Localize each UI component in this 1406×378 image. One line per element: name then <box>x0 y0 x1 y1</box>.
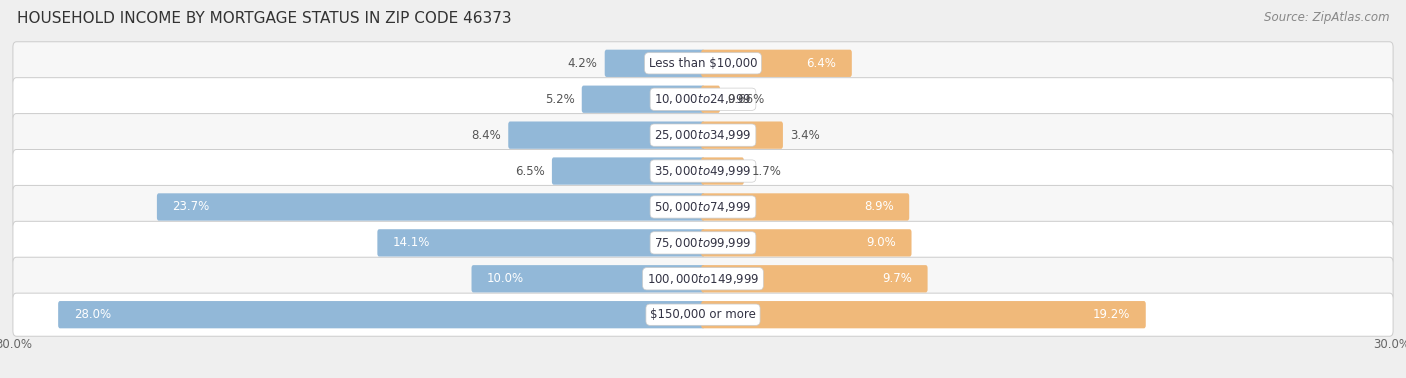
Text: 5.2%: 5.2% <box>544 93 575 106</box>
FancyBboxPatch shape <box>582 85 704 113</box>
Text: 23.7%: 23.7% <box>173 200 209 214</box>
Text: Source: ZipAtlas.com: Source: ZipAtlas.com <box>1264 11 1389 24</box>
FancyBboxPatch shape <box>13 222 1393 265</box>
Text: 19.2%: 19.2% <box>1092 308 1130 321</box>
FancyBboxPatch shape <box>58 301 704 328</box>
FancyBboxPatch shape <box>13 78 1393 121</box>
FancyBboxPatch shape <box>702 193 910 221</box>
Text: 28.0%: 28.0% <box>73 308 111 321</box>
Text: Less than $10,000: Less than $10,000 <box>648 57 758 70</box>
FancyBboxPatch shape <box>157 193 704 221</box>
Text: $25,000 to $34,999: $25,000 to $34,999 <box>654 128 752 142</box>
FancyBboxPatch shape <box>702 121 783 149</box>
FancyBboxPatch shape <box>508 121 704 149</box>
Text: 9.7%: 9.7% <box>882 272 912 285</box>
FancyBboxPatch shape <box>702 301 1146 328</box>
Text: $50,000 to $74,999: $50,000 to $74,999 <box>654 200 752 214</box>
Text: 9.0%: 9.0% <box>866 236 896 249</box>
Text: 14.1%: 14.1% <box>392 236 430 249</box>
Text: 6.4%: 6.4% <box>806 57 837 70</box>
Text: 8.9%: 8.9% <box>863 200 894 214</box>
FancyBboxPatch shape <box>13 293 1393 336</box>
FancyBboxPatch shape <box>702 157 744 185</box>
Text: 1.7%: 1.7% <box>751 164 782 178</box>
Text: $75,000 to $99,999: $75,000 to $99,999 <box>654 236 752 250</box>
FancyBboxPatch shape <box>702 50 852 77</box>
Text: 3.4%: 3.4% <box>790 129 820 142</box>
FancyBboxPatch shape <box>702 85 720 113</box>
FancyBboxPatch shape <box>13 257 1393 300</box>
Text: HOUSEHOLD INCOME BY MORTGAGE STATUS IN ZIP CODE 46373: HOUSEHOLD INCOME BY MORTGAGE STATUS IN Z… <box>17 11 512 26</box>
Text: $10,000 to $24,999: $10,000 to $24,999 <box>654 92 752 106</box>
FancyBboxPatch shape <box>13 186 1393 228</box>
FancyBboxPatch shape <box>13 42 1393 85</box>
FancyBboxPatch shape <box>377 229 704 257</box>
FancyBboxPatch shape <box>13 150 1393 193</box>
FancyBboxPatch shape <box>605 50 704 77</box>
Text: $100,000 to $149,999: $100,000 to $149,999 <box>647 272 759 286</box>
FancyBboxPatch shape <box>553 157 704 185</box>
Text: $35,000 to $49,999: $35,000 to $49,999 <box>654 164 752 178</box>
Text: 10.0%: 10.0% <box>486 272 524 285</box>
FancyBboxPatch shape <box>702 229 911 257</box>
FancyBboxPatch shape <box>702 265 928 293</box>
FancyBboxPatch shape <box>13 114 1393 157</box>
Text: $150,000 or more: $150,000 or more <box>650 308 756 321</box>
Text: 8.4%: 8.4% <box>471 129 501 142</box>
FancyBboxPatch shape <box>471 265 704 293</box>
Text: 6.5%: 6.5% <box>515 164 544 178</box>
Text: 4.2%: 4.2% <box>568 57 598 70</box>
Text: 0.66%: 0.66% <box>727 93 765 106</box>
